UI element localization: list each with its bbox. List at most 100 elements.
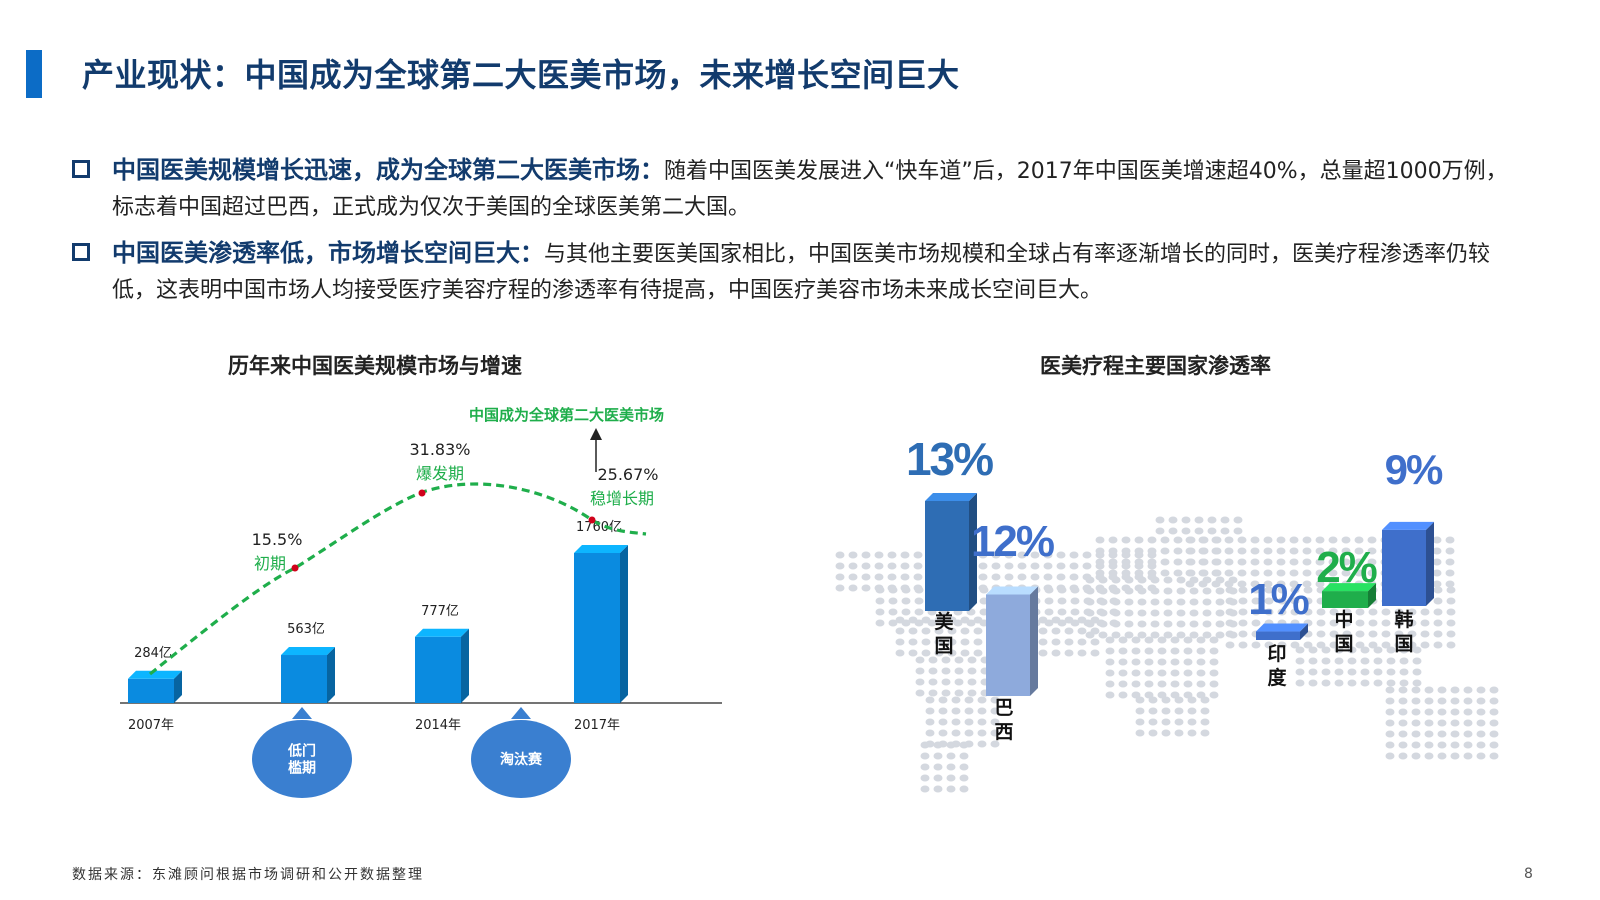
map-dot xyxy=(1489,686,1499,694)
map-dot xyxy=(1200,718,1210,726)
map-dot xyxy=(1386,668,1396,676)
map-dot xyxy=(951,729,961,737)
map-dot xyxy=(1295,679,1305,687)
map-dot xyxy=(1341,558,1351,566)
map-dot xyxy=(1276,536,1286,544)
data-source: 数据来源：东滩顾问根据市场调研和公开数据整理 xyxy=(72,867,424,883)
map-dot xyxy=(1077,616,1087,624)
map-dot xyxy=(1161,696,1171,704)
map-dot xyxy=(1437,741,1447,749)
map-dot xyxy=(1321,646,1331,654)
map-dot xyxy=(1174,729,1184,737)
map-dot xyxy=(934,649,944,657)
map-dot xyxy=(874,573,884,581)
map-dot xyxy=(1386,657,1396,665)
map-dot xyxy=(1148,729,1158,737)
map-dot xyxy=(1225,608,1235,616)
map-dot xyxy=(1407,619,1417,627)
map-dot xyxy=(1463,730,1473,738)
map-dot xyxy=(1411,686,1421,694)
map-dot xyxy=(1316,641,1326,649)
map-dot xyxy=(1057,608,1067,616)
map-dot xyxy=(1373,668,1383,676)
map-dot xyxy=(1463,708,1473,716)
map-dot xyxy=(1341,569,1351,577)
market-value-label: 1760亿 xyxy=(576,520,622,535)
map-dot xyxy=(1399,679,1409,687)
map-dot xyxy=(1163,631,1173,639)
map-dot xyxy=(1082,551,1092,559)
map-dot xyxy=(1328,547,1338,555)
map-dot xyxy=(959,763,969,771)
map-dot xyxy=(1131,647,1141,655)
penetration-country-label: 国 xyxy=(934,635,953,657)
map-dot xyxy=(1163,620,1173,628)
growth-rate-label: 25.67% xyxy=(597,465,658,484)
map-dot xyxy=(1277,597,1287,605)
map-dot xyxy=(1381,630,1391,638)
map-dot xyxy=(1176,631,1186,639)
map-dot xyxy=(1173,536,1183,544)
bullet-market-growth: 中国医美规模增长迅速，成为全球第二大医美市场：随着中国医美发展进入“快车道”后，… xyxy=(72,152,1522,226)
map-dot xyxy=(960,638,970,646)
map-dot xyxy=(1085,576,1095,584)
map-dot xyxy=(1157,636,1167,644)
map-dot xyxy=(1147,536,1157,544)
map-dot xyxy=(1150,609,1160,617)
map-dot xyxy=(1302,536,1312,544)
map-dot xyxy=(1446,619,1456,627)
map-dot xyxy=(1437,752,1447,760)
map-dot xyxy=(1194,516,1204,524)
map-dot xyxy=(1183,636,1193,644)
map-dot xyxy=(1237,569,1247,577)
map-dot xyxy=(960,616,970,624)
map-dot xyxy=(938,718,948,726)
market-bar xyxy=(128,670,182,703)
map-dot xyxy=(901,608,911,616)
map-dot xyxy=(1215,587,1225,595)
map-dot xyxy=(1173,569,1183,577)
map-dot xyxy=(1198,536,1208,544)
map-dot xyxy=(1238,630,1248,638)
stage-bubble-label: 槛期 xyxy=(288,760,316,777)
map-dot xyxy=(964,718,974,726)
map-dot xyxy=(1135,729,1145,737)
map-dot xyxy=(1185,580,1195,588)
map-dot xyxy=(1233,516,1243,524)
map-dot xyxy=(1017,551,1027,559)
map-dot xyxy=(933,741,943,749)
map-dot xyxy=(1489,719,1499,727)
map-dot xyxy=(1017,562,1027,570)
map-dot xyxy=(1111,609,1121,617)
map-dot xyxy=(914,586,924,594)
map-dot xyxy=(1095,547,1105,555)
growth-point xyxy=(588,516,596,524)
map-dot xyxy=(1398,708,1408,716)
map-dot xyxy=(913,562,923,570)
map-dot xyxy=(938,707,948,715)
map-dot xyxy=(1432,558,1442,566)
map-dot xyxy=(1118,680,1128,688)
map-dot xyxy=(1163,598,1173,606)
map-dot xyxy=(1432,580,1442,588)
map-dot xyxy=(1043,562,1053,570)
map-dot xyxy=(1064,627,1074,635)
penetration-country-label: 美 xyxy=(934,610,954,633)
map-dot xyxy=(1111,576,1121,584)
map-dot xyxy=(967,689,977,697)
map-dot xyxy=(921,616,931,624)
map-dot xyxy=(1183,691,1193,699)
map-dot xyxy=(920,763,930,771)
map-dot xyxy=(1111,620,1121,628)
map-dot xyxy=(1398,741,1408,749)
map-dot xyxy=(1354,558,1364,566)
map-dot xyxy=(979,586,989,594)
map-dot xyxy=(1334,668,1344,676)
penetration-bar xyxy=(986,586,1038,696)
map-dot xyxy=(908,616,918,624)
map-dot xyxy=(1424,708,1434,716)
map-dot xyxy=(1070,597,1080,605)
map-dot xyxy=(1161,707,1171,715)
map-dot xyxy=(1381,619,1391,627)
map-dot xyxy=(1263,558,1273,566)
